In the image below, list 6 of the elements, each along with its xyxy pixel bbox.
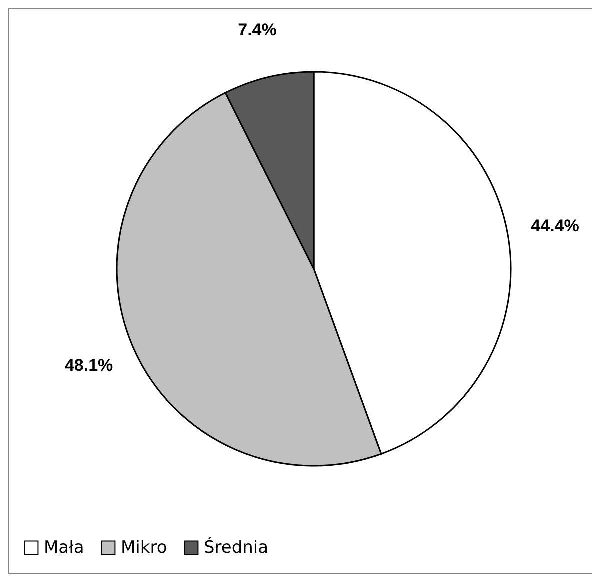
- data-label: 44.4%: [531, 216, 580, 236]
- legend-label: Mikro: [121, 538, 168, 558]
- data-label: 7.4%: [238, 20, 277, 40]
- legend-label: Średnia: [204, 536, 269, 558]
- data-label: 48.1%: [64, 356, 114, 376]
- legend-label: Mała: [44, 538, 84, 558]
